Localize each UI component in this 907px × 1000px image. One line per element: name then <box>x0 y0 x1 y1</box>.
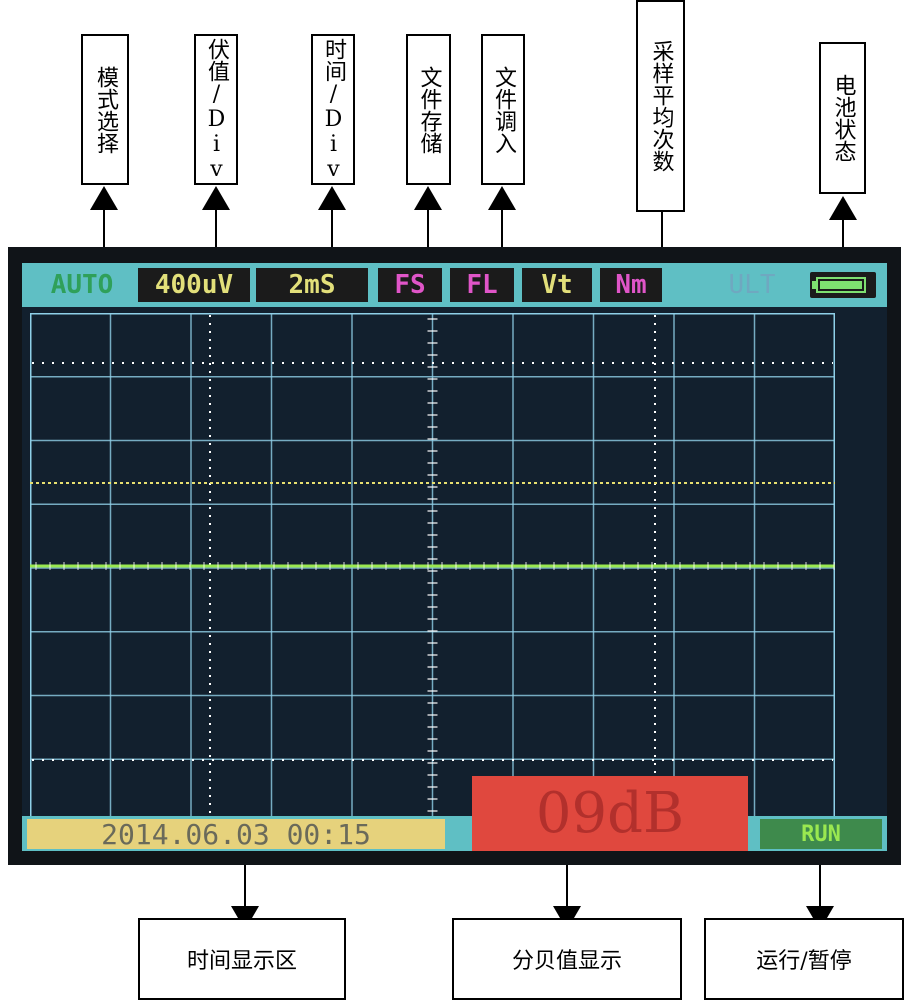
oscilloscope-screen: AUTO 400uV 2mS FS FL Vt Nm ULT 2014.06.0… <box>22 263 887 851</box>
label-decibel-display: 分贝值显示 <box>452 918 682 1000</box>
label-time-div: 时间/Div <box>311 34 355 185</box>
datetime-display: 2014.06.03 00:15 <box>27 818 445 851</box>
waveform-grid[interactable] <box>30 313 835 823</box>
file-save-button[interactable]: FS <box>378 268 442 302</box>
vt-indicator[interactable]: Vt <box>522 268 592 302</box>
file-load-button[interactable]: FL <box>450 268 514 302</box>
ult-indicator: ULT <box>728 270 776 300</box>
label-file-save: 文件存储 <box>406 34 451 185</box>
mode-indicator[interactable]: AUTO <box>50 270 114 300</box>
decibel-display: 09dB <box>472 776 748 851</box>
label-run-pause: 运行/暂停 <box>704 918 904 1000</box>
battery-icon <box>810 272 876 298</box>
sample-average-indicator[interactable]: Nm <box>600 268 662 302</box>
label-sample-average: 采样平均次数 <box>636 0 685 212</box>
bottom-bar: 2014.06.03 00:15 09dB RUN <box>22 776 887 851</box>
label-volt-div: 伏值/Div <box>194 34 238 185</box>
label-clock-area: 时间显示区 <box>138 918 346 1000</box>
label-file-load: 文件调入 <box>481 34 525 185</box>
run-pause-button[interactable]: RUN <box>760 819 882 849</box>
label-mode-select: 模式选择 <box>81 34 129 185</box>
label-battery-status: 电池状态 <box>819 42 866 194</box>
volt-div-indicator[interactable]: 400uV <box>138 268 250 302</box>
time-div-indicator[interactable]: 2mS <box>256 268 368 302</box>
status-bar: AUTO 400uV 2mS FS FL Vt Nm ULT <box>22 263 887 307</box>
oscilloscope-device: AUTO 400uV 2mS FS FL Vt Nm ULT 2014.06.0… <box>8 247 901 865</box>
